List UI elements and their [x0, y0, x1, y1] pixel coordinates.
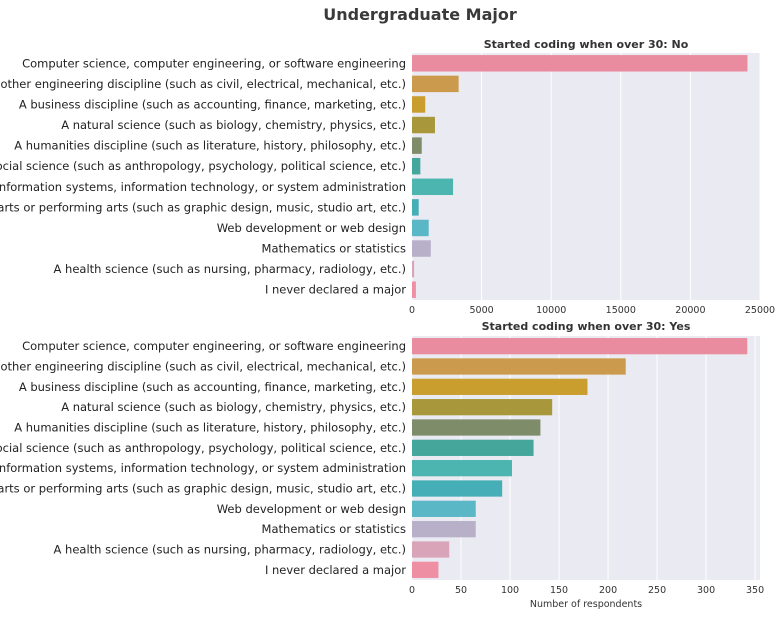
bar [412, 55, 748, 72]
category-label: A business discipline (such as accountin… [19, 97, 406, 111]
bar [412, 75, 459, 93]
category-label: A humanities discipline (such as literat… [14, 421, 406, 435]
category-label: A health science (such as nursing, pharm… [54, 543, 406, 557]
bar [412, 219, 429, 237]
bar [412, 419, 541, 436]
x-tick-label: 0 [409, 305, 415, 316]
panel-title: Started coding when over 30: Yes [482, 320, 691, 333]
bar [412, 281, 416, 298]
panels: Started coding when over 30: No Computer … [0, 38, 775, 610]
x-tick-label: 250 [648, 585, 666, 596]
panel-title: Started coding when over 30: No [484, 38, 689, 51]
category-label: A health science (such as nursing, pharm… [54, 262, 406, 276]
x-tick-label: 15000 [606, 305, 636, 316]
x-tick-label: 150 [550, 585, 568, 596]
category-label: Information systems, information technol… [0, 180, 406, 194]
category-label: Information systems, information technol… [0, 461, 406, 475]
bar [412, 96, 426, 113]
plot-area [412, 53, 760, 300]
category-label: Mathematics or statistics [262, 242, 406, 256]
x-axis-label: Number of respondents [530, 599, 642, 610]
category-label: A humanities discipline (such as literat… [14, 139, 406, 153]
category-label: A social science (such as anthropology, … [0, 441, 406, 455]
category-label: I never declared a major [265, 283, 406, 297]
bar [412, 358, 626, 375]
category-label: Computer science, computer engineering, … [22, 339, 406, 353]
x-tick-label: 0 [409, 585, 415, 596]
category-label: Web development or web design [217, 502, 406, 516]
x-tick-label: 350 [746, 585, 764, 596]
plot-area [412, 336, 760, 580]
bar [412, 460, 512, 477]
category-label: Mathematics or statistics [262, 522, 406, 536]
category-label: Fine arts or performing arts (such as gr… [0, 200, 406, 214]
x-tick-label: 200 [599, 585, 617, 596]
bar [412, 500, 476, 517]
bar [412, 399, 553, 416]
x-tick-label: 5000 [470, 305, 494, 316]
bar [412, 541, 450, 558]
bar [412, 561, 439, 578]
x-tick-label: 50 [455, 585, 467, 596]
x-tick-label: 100 [501, 585, 519, 596]
bar [412, 260, 415, 278]
category-label: A natural science (such as biology, chem… [61, 400, 406, 414]
bar [412, 378, 588, 395]
x-tick-label: 25000 [745, 305, 775, 316]
bar [412, 116, 435, 134]
bar [412, 137, 422, 154]
category-label: I never declared a major [265, 563, 406, 577]
x-tick-label: 10000 [536, 305, 566, 316]
category-label: Web development or web design [217, 221, 406, 235]
bar [412, 178, 454, 196]
category-label: A social science (such as anthropology, … [0, 159, 406, 173]
category-label: Another engineering discipline (such as … [0, 77, 406, 91]
bar [412, 338, 748, 355]
bar [412, 521, 476, 538]
category-label: Another engineering discipline (such as … [0, 360, 406, 374]
chart-panel-2: Started coding when over 30: Yes Computer… [0, 320, 764, 610]
category-label: Computer science, computer engineering, … [22, 56, 406, 70]
chart-panel-1: Started coding when over 30: No Computer … [0, 38, 775, 316]
category-label: Fine arts or performing arts (such as gr… [0, 482, 406, 496]
bar [412, 240, 431, 257]
x-tick-label: 20000 [675, 305, 705, 316]
bar [412, 157, 421, 175]
figure-title: Undergraduate Major [323, 5, 517, 24]
bar [412, 439, 534, 456]
bar [412, 480, 503, 497]
x-tick-label: 300 [697, 585, 715, 596]
category-label: A natural science (such as biology, chem… [61, 118, 406, 132]
category-label: A business discipline (such as accountin… [19, 380, 406, 394]
bar [412, 199, 419, 216]
